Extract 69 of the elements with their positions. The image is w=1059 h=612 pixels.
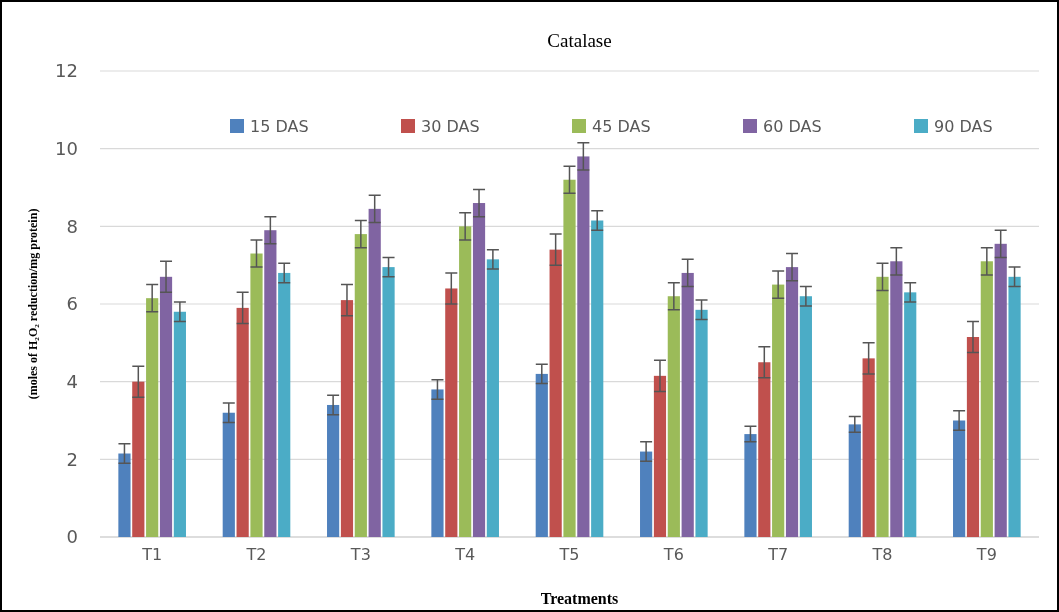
legend-label: 60 DAS — [763, 117, 822, 136]
bar — [667, 296, 680, 537]
x-tick-label: T6 — [662, 545, 684, 565]
y-tick-label: 8 — [66, 215, 78, 237]
bar — [459, 226, 472, 537]
bar — [222, 412, 235, 537]
bar — [340, 300, 354, 537]
bar — [953, 420, 966, 537]
bar — [758, 362, 771, 537]
bar — [904, 292, 917, 537]
bar — [472, 203, 486, 537]
bar — [563, 179, 576, 537]
x-tick-label: T4 — [454, 545, 476, 565]
x-tick-label: T1 — [141, 545, 163, 565]
bar — [848, 424, 861, 537]
bar — [591, 220, 604, 537]
bar — [549, 249, 562, 537]
chart-title: Catalase — [547, 30, 612, 51]
legend-label: 30 DAS — [421, 117, 480, 136]
x-tick-label: T2 — [245, 545, 267, 565]
y-tick-label: 6 — [66, 293, 78, 315]
legend-label: 15 DAS — [250, 117, 309, 136]
bar — [173, 311, 186, 537]
bar — [354, 234, 367, 537]
bar — [159, 276, 173, 537]
bar — [785, 267, 799, 537]
bar — [966, 337, 980, 537]
bar — [431, 389, 444, 537]
y-tick-label: 10 — [55, 137, 78, 159]
x-tick-label: T7 — [767, 545, 789, 565]
bar — [327, 404, 340, 537]
y-tick-label: 4 — [66, 370, 78, 392]
x-tick-label: T9 — [975, 545, 997, 565]
bar — [535, 373, 548, 537]
bar — [695, 309, 708, 537]
bar — [236, 307, 249, 537]
bar — [994, 243, 1007, 537]
bar — [264, 230, 277, 537]
bar — [876, 276, 889, 537]
bar — [890, 261, 903, 537]
y-tick-label: 0 — [66, 526, 78, 548]
bar — [799, 296, 812, 537]
y-tick-label: 2 — [66, 448, 78, 470]
bar — [368, 208, 381, 537]
legend-label: 90 DAS — [934, 117, 993, 136]
y-axis-title: (moles of H₂O₂ reduction/mg protein) — [26, 208, 40, 400]
legend-label: 45 DAS — [592, 117, 651, 136]
bar — [486, 259, 499, 537]
bar — [640, 451, 653, 537]
bar — [653, 375, 667, 537]
x-tick-label: T8 — [871, 545, 893, 565]
bar — [681, 272, 694, 537]
bar — [772, 284, 785, 537]
bar — [980, 261, 993, 537]
bar — [146, 298, 159, 537]
bar — [382, 267, 395, 537]
bar — [250, 253, 263, 537]
bar — [278, 272, 291, 537]
bar — [577, 156, 590, 537]
bar — [118, 453, 131, 537]
bar — [744, 434, 757, 537]
bar — [132, 381, 145, 537]
bar — [1008, 276, 1021, 537]
x-tick-label: T3 — [349, 545, 371, 565]
x-tick-label: T5 — [558, 545, 580, 565]
y-tick-label: 12 — [55, 60, 78, 82]
bar — [862, 358, 875, 537]
x-axis-title: Treatments — [540, 590, 619, 607]
bar — [445, 288, 458, 537]
